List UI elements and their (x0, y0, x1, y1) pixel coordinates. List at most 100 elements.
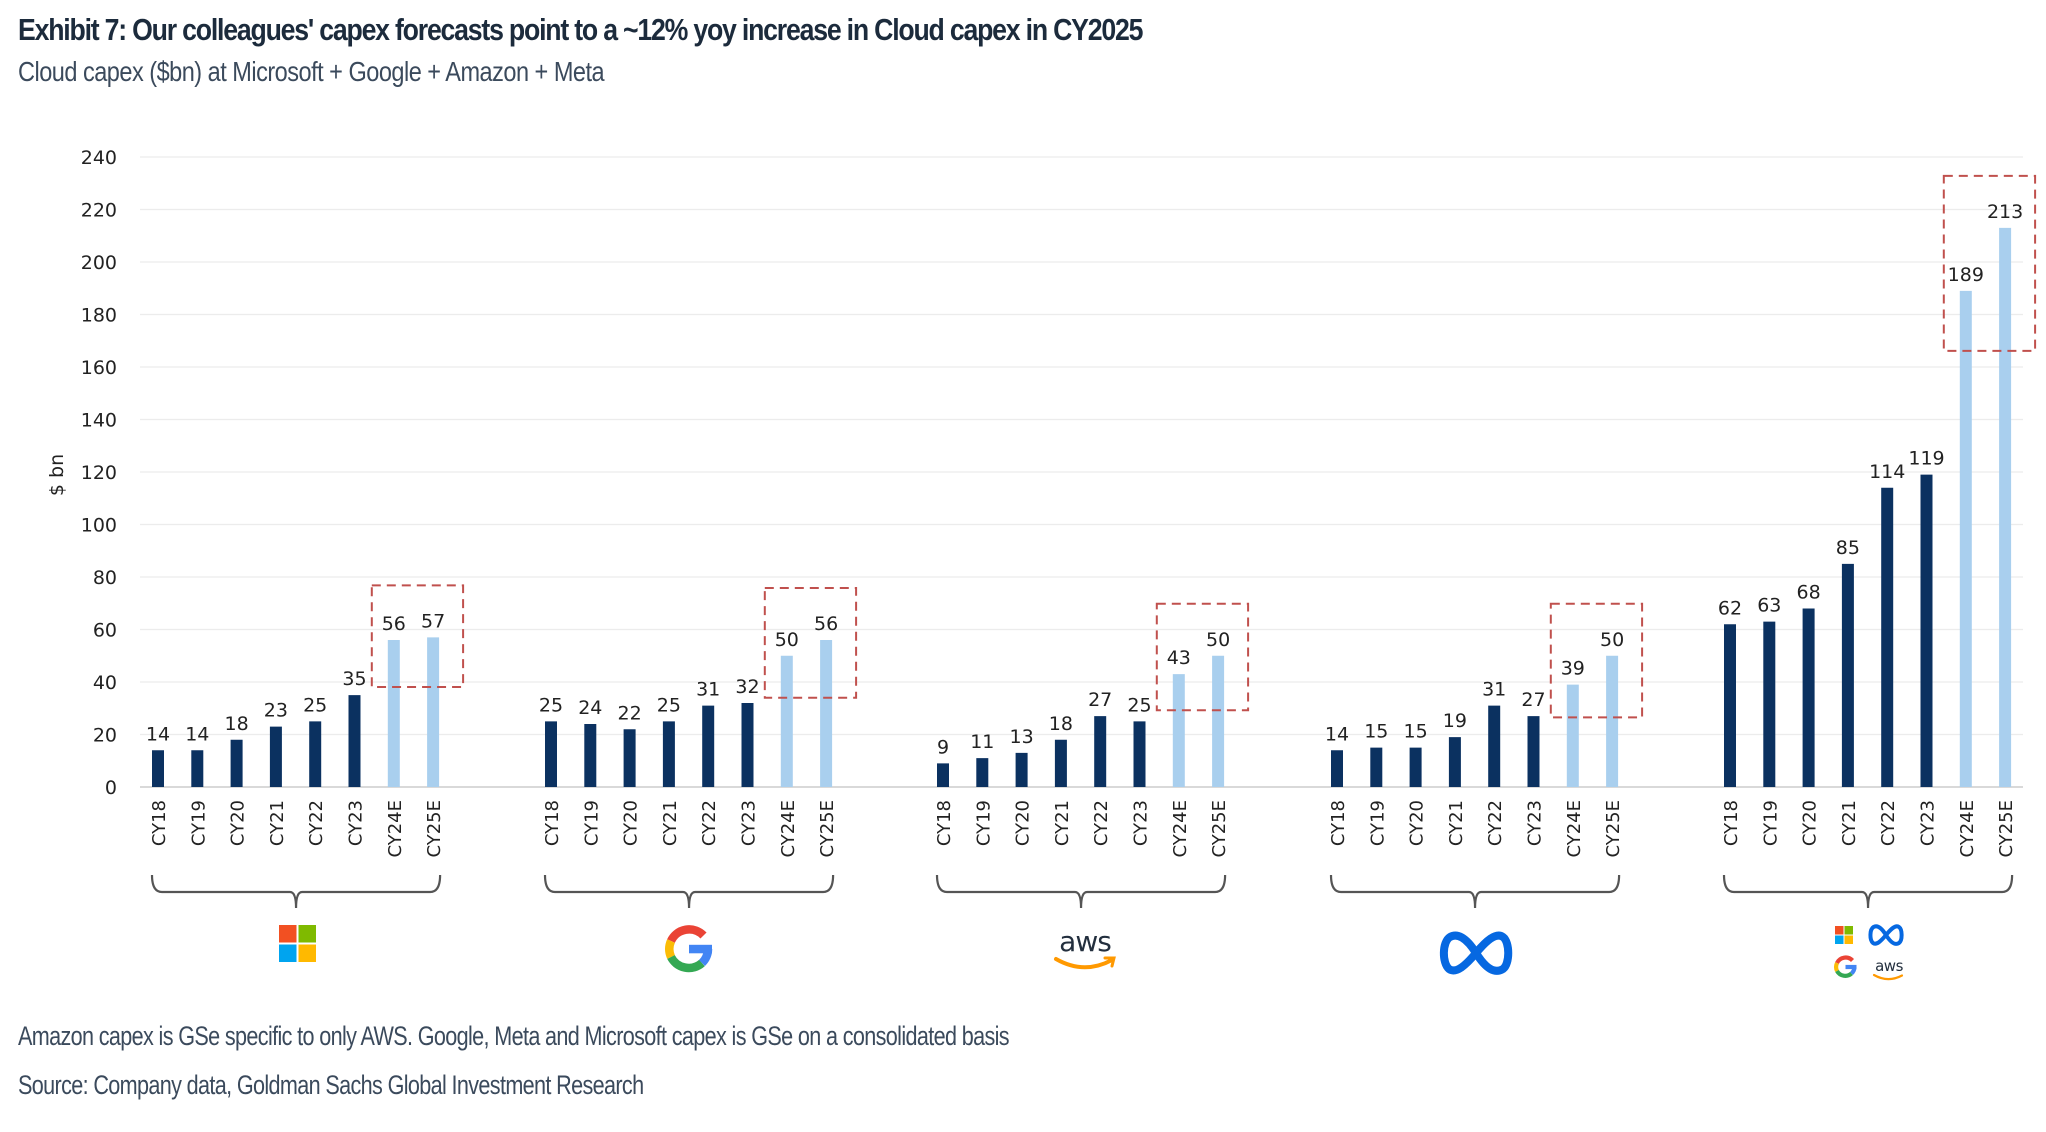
data-label: 35 (342, 668, 366, 690)
x-tick-label: CY19 (581, 800, 602, 846)
bar-cy25e (820, 640, 833, 787)
x-axis-tick-labels: CY18 CY19 CY20 CY21 CY22 CY23 CY24E CY25E CY18 CY… (149, 800, 2017, 858)
x-tick-label: CY21 (1446, 800, 1467, 846)
y-tick-label: 60 (93, 620, 117, 642)
x-tick-label: CY20 (621, 800, 642, 846)
bar-cy20 (1409, 747, 1422, 787)
google-logo-icon (665, 925, 713, 973)
x-tick-label: CY25E (1603, 800, 1624, 858)
x-tick-label: CY23 (346, 800, 367, 846)
bar-cy18 (937, 763, 949, 787)
bar-cy22 (309, 721, 322, 787)
data-label: 68 (1797, 582, 1821, 604)
x-tick-label: CY24E (1170, 800, 1191, 858)
x-tick-label: CY21 (1839, 800, 1860, 846)
x-tick-label: CY22 (699, 800, 720, 846)
data-label: 62 (1718, 597, 1742, 619)
bar-cy23 (348, 695, 361, 787)
x-tick-label: CY21 (267, 800, 288, 846)
x-tick-label: CY22 (1091, 800, 1112, 846)
data-label: 15 (1404, 721, 1428, 743)
bar-cy24e (1172, 674, 1185, 787)
bar-cy25e (1606, 655, 1619, 787)
bar-cy23 (741, 703, 754, 787)
data-label: 9 (937, 736, 949, 758)
x-tick-label: CY18 (542, 800, 563, 846)
bar-cy19 (1763, 621, 1776, 787)
y-tick-label: 220 (81, 200, 117, 222)
data-label: 56 (814, 613, 838, 635)
x-tick-label: CY24E (778, 800, 799, 858)
data-label: 14 (185, 723, 209, 745)
data-label: 22 (618, 702, 642, 724)
group-brace (150, 874, 442, 909)
y-tick-label: 100 (81, 515, 117, 537)
data-label: 18 (225, 713, 249, 735)
x-tick-label: CY18 (149, 800, 170, 846)
x-tick-label: CY22 (1485, 800, 1506, 846)
x-tick-label: CY20 (1800, 800, 1821, 846)
x-tick-label: CY20 (1407, 800, 1428, 846)
bar-cy25e (1212, 655, 1225, 787)
combined-logos-icon: aws (1834, 924, 1904, 981)
bar-cy22 (702, 705, 715, 787)
estimate-highlight-box (763, 587, 858, 699)
data-label: 57 (421, 610, 445, 632)
data-label: 43 (1167, 647, 1191, 669)
y-tick-label: 140 (81, 410, 117, 432)
y-tick-label: 160 (81, 357, 117, 379)
group-braces (150, 874, 2014, 909)
chart-subtitle: Cloud capex ($bn) at Microsoft + Google … (18, 56, 605, 87)
meta-logo-icon (1439, 931, 1513, 975)
group-brace (543, 874, 835, 909)
bar-cy25e (1999, 227, 2012, 787)
x-tick-label: CY19 (973, 800, 994, 846)
bar-cy21 (269, 726, 282, 787)
aws-logo-icon: aws (1872, 957, 1904, 981)
x-tick-label: CY19 (1367, 800, 1388, 846)
data-label: 13 (1010, 726, 1034, 748)
x-tick-label: CY23 (1918, 800, 1939, 846)
data-label: 114 (1869, 461, 1905, 483)
data-label: 14 (1325, 723, 1349, 745)
estimate-highlight-boxes (370, 174, 2037, 719)
data-label: 14 (146, 723, 170, 745)
data-label: 27 (1088, 689, 1112, 711)
estimate-highlight-box (1942, 174, 2037, 352)
meta-logo-icon (1868, 924, 1904, 946)
bar-cy19 (584, 724, 597, 787)
data-label: 56 (382, 613, 406, 635)
data-label: 213 (1987, 201, 2023, 223)
y-tick-label: 20 (93, 725, 117, 747)
bar-cy22 (1488, 705, 1501, 787)
x-tick-label: CY20 (228, 800, 249, 846)
data-label: 39 (1561, 658, 1585, 680)
bar-cy25e (427, 637, 440, 787)
svg-text:aws: aws (1875, 957, 1903, 975)
chart-title: Exhibit 7: Our colleagues' capex forecas… (18, 12, 1143, 47)
group-brace (1722, 874, 2014, 909)
data-label: 119 (1908, 448, 1944, 470)
data-label: 25 (539, 694, 563, 716)
bar-cy20 (623, 729, 636, 787)
data-label: 189 (1948, 264, 1984, 286)
y-axis-ticks: 0 20 40 60 80 100 120 140 160 180 200 220 240 (81, 147, 117, 799)
bar-cy22 (1094, 716, 1107, 787)
data-label: 25 (303, 694, 327, 716)
bar-cy18 (1724, 624, 1736, 787)
bar-cy22 (1881, 487, 1894, 787)
bar-cy24e (387, 640, 400, 787)
bar-cy20 (230, 739, 243, 787)
y-tick-label: 0 (105, 777, 117, 799)
y-tick-label: 120 (81, 462, 117, 484)
svg-text:aws: aws (1059, 925, 1111, 958)
x-tick-label: CY21 (1052, 800, 1073, 846)
y-tick-label: 240 (81, 147, 117, 169)
bar-cy24e (1959, 290, 1972, 787)
bars (152, 227, 2012, 787)
group-brace (1329, 874, 1621, 909)
data-label: 85 (1836, 537, 1860, 559)
data-label: 27 (1521, 689, 1545, 711)
x-tick-label: CY23 (1131, 800, 1152, 846)
